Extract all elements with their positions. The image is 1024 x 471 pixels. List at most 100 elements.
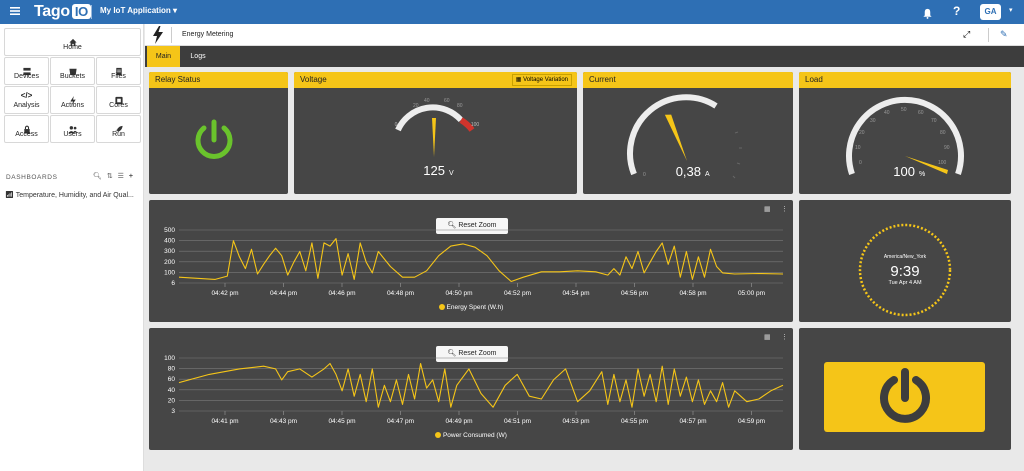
nav-home-button[interactable]: Home xyxy=(4,28,141,56)
y-tick-label: 400 xyxy=(164,238,175,245)
topbar-divider xyxy=(91,5,92,19)
chart-legend[interactable]: Power Consumed (W) xyxy=(149,432,793,439)
gauge-tick-label: 0 xyxy=(859,160,862,166)
edit-icon[interactable]: ✎ xyxy=(1000,29,1008,39)
calendar-icon[interactable]: ▦ xyxy=(764,206,771,213)
gauge-tick-label: 20 xyxy=(413,103,419,109)
gauge-needle xyxy=(664,114,687,161)
y-tick-label: 40 xyxy=(168,387,176,394)
legend-marker xyxy=(438,304,445,311)
gauge-tick-label: 50 xyxy=(901,107,907,113)
y-tick-label: 300 xyxy=(164,248,175,255)
calendar-icon[interactable]: ▦ xyxy=(764,334,771,341)
tab-logs[interactable]: Logs xyxy=(190,53,206,60)
x-tick-label: 04:58 pm xyxy=(679,290,706,297)
load-gauge: 0 10 20 30 40 50 60 70 80 90 100 100 % xyxy=(846,96,964,179)
power-icon[interactable] xyxy=(149,88,288,194)
lock-icon xyxy=(22,121,31,139)
button-label: Reset Zoom xyxy=(458,350,497,357)
gauge-tick-label: 70 xyxy=(931,118,937,124)
energy-chart-widget: ▦ ⋮ 🔍︎ Reset Zoom 500 400 300 200 100 6 04:42 … xyxy=(149,200,793,322)
nav-actions-button[interactable]: Actions xyxy=(50,86,95,114)
x-tick-label: 04:49 pm xyxy=(445,418,472,425)
legend-label: Energy Spent (W.h) xyxy=(446,304,504,311)
nav-label: Cores xyxy=(109,102,128,109)
nav-label: Users xyxy=(63,131,82,138)
nav-label: Devices xyxy=(14,73,39,80)
power-icon xyxy=(880,368,930,423)
widget-title: Load xyxy=(799,72,1011,88)
gauge-unit: A xyxy=(705,171,710,178)
gauge-tick-label: 20 xyxy=(859,130,865,136)
hamburger-menu-icon[interactable] xyxy=(9,4,25,20)
clock-widget: America/New_York 9:39 Tue Apr 4 AM xyxy=(799,200,1011,322)
bolt-icon xyxy=(152,26,164,49)
x-tick-label: 04:51 pm xyxy=(504,418,531,425)
more-options-icon[interactable]: ⋮ xyxy=(781,206,788,213)
x-tick-label: 04:42 pm xyxy=(211,290,238,297)
plus-icon[interactable]: + xyxy=(128,173,133,180)
widget-title: Current xyxy=(583,72,793,88)
gauge-unit: V xyxy=(449,170,454,177)
button-label: Reset Zoom xyxy=(458,222,497,229)
nav-cores-button[interactable]: Cores xyxy=(96,86,141,114)
power-toggle-button[interactable] xyxy=(824,362,985,432)
logo-io: IO xyxy=(71,4,91,19)
sort-icon[interactable]: ⇅ xyxy=(106,173,113,180)
current-gauge: 0 0,38 A xyxy=(627,94,742,179)
x-tick-label: 04:43 pm xyxy=(270,418,297,425)
x-tick-label: 04:50 pm xyxy=(445,290,472,297)
gauge-tick-label: 40 xyxy=(884,110,890,116)
app-selector[interactable]: My IoT Application ▾ xyxy=(100,6,177,15)
rocket-icon xyxy=(114,121,123,139)
nav-run-button[interactable]: Run xyxy=(96,115,141,143)
gauge-value: 100 xyxy=(893,164,915,179)
y-tick-label: 6 xyxy=(171,280,175,287)
nav-analysis-button[interactable]: </> Analysis xyxy=(4,86,49,114)
x-tick-label: 04:56 pm xyxy=(621,290,648,297)
nav-users-button[interactable]: Users xyxy=(50,115,95,143)
search-icon: 🔍︎ xyxy=(447,350,457,357)
series-line xyxy=(178,238,784,283)
more-options-icon[interactable]: ⋮ xyxy=(781,334,788,341)
gauge-tick-label: 60 xyxy=(918,110,924,116)
energy-line-chart[interactable]: 500 400 300 200 100 6 04:42 pm 04:44 pm 04:46 pm… xyxy=(149,200,793,322)
fullscreen-icon[interactable]: ⤢ xyxy=(963,29,971,39)
help-icon[interactable]: ? xyxy=(953,4,961,18)
x-tick-label: 04:41 pm xyxy=(211,418,238,425)
nav-label: Access xyxy=(15,131,38,138)
x-tick-label: 04:45 pm xyxy=(328,418,355,425)
widget-title: Voltage xyxy=(294,72,577,88)
code-icon: </> xyxy=(20,91,33,100)
power-line-chart[interactable]: 100 80 60 40 20 3 04:41 pm 04:43 pm 04:45 pm 04:4… xyxy=(149,328,793,450)
voltage-gauge: 0 20 40 60 80 100 125 V xyxy=(395,98,480,178)
tab-main[interactable]: Main xyxy=(147,46,180,67)
search-icon[interactable]: 🔍︎ xyxy=(93,173,102,180)
gauge-value: 0,38 xyxy=(676,164,701,179)
gauge-tick-label: 10 xyxy=(855,145,861,151)
tago-logo[interactable]: Tago IO xyxy=(34,3,91,21)
dashboard-list-item[interactable]: 📶︎ Temperature, Humidity, and Air Qual..… xyxy=(5,191,134,199)
avatar[interactable]: GA xyxy=(980,4,1001,20)
chart-legend[interactable]: Energy Spent (W.h) xyxy=(149,304,793,311)
nav-buckets-button[interactable]: Buckets xyxy=(50,57,95,85)
nav-devices-button[interactable]: Devices xyxy=(4,57,49,85)
list-icon[interactable]: ☰ xyxy=(117,173,124,180)
gauge-max-label: 100 xyxy=(471,122,480,128)
nav-access-button[interactable]: Access xyxy=(4,115,49,143)
bell-icon[interactable] xyxy=(922,6,933,24)
power-chart-widget: ▦ ⋮ 🔍︎ Reset Zoom 100 80 60 40 20 3 04:41 pm 04… xyxy=(149,328,793,450)
x-tick-label: 04:54 pm xyxy=(562,290,589,297)
clock-timezone: America/New_York xyxy=(884,254,927,260)
top-bar: Tago IO My IoT Application ▾ ? GA ▾ xyxy=(0,0,1024,24)
nav-label: Buckets xyxy=(60,73,85,80)
x-tick-label: 04:46 pm xyxy=(328,290,355,297)
x-tick-label: 04:57 pm xyxy=(679,418,706,425)
nav-files-button[interactable]: Files xyxy=(96,57,141,85)
chart-icon: ▦ xyxy=(515,77,522,83)
chevron-down-icon[interactable]: ▾ xyxy=(1009,7,1013,14)
voltage-variation-button[interactable]: ▦ Voltage Variation xyxy=(511,74,572,86)
gauge-needle xyxy=(905,156,948,174)
load-widget: Load 0 10 20 30 40 50 60 70 80 90 100 10… xyxy=(799,72,1011,194)
clock-date: Tue Apr 4 AM xyxy=(888,280,922,286)
